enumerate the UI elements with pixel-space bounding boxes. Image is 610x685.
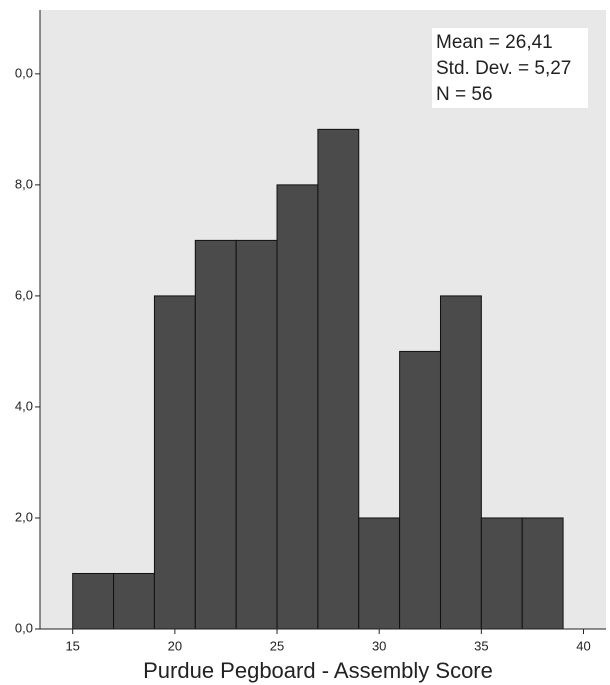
stat-mean: Mean = 26,41 [436, 32, 553, 53]
x-tick-label: 20 [168, 638, 182, 653]
bar [399, 350, 441, 630]
bar [480, 517, 523, 630]
stat-std: Std. Dev. = 5,27 [436, 58, 571, 79]
bar [72, 572, 115, 630]
y-tick-label: 0,0 [15, 65, 33, 80]
stats-box [432, 28, 588, 108]
y-tick-label: 0,0 [15, 620, 33, 635]
bar [113, 572, 155, 630]
bar [358, 517, 401, 630]
bar [194, 239, 237, 630]
y-tick-label: 2,0 [15, 509, 33, 524]
bar [439, 295, 482, 630]
bar [153, 295, 196, 630]
x-axis-label: Purdue Pegboard - Assembly Score [143, 658, 493, 683]
bar [317, 128, 360, 630]
y-tick-label: 6,0 [15, 287, 33, 302]
y-tick-label: 8,0 [15, 176, 33, 191]
bar [521, 517, 564, 630]
x-tick-label: 30 [372, 638, 386, 653]
bar [276, 184, 319, 630]
stat-n: N = 56 [436, 84, 493, 105]
x-tick-label: 35 [474, 638, 488, 653]
x-tick-label: 25 [270, 638, 284, 653]
bar [235, 239, 278, 630]
x-tick-label: 15 [65, 638, 79, 653]
x-tick-label: 40 [576, 638, 590, 653]
y-tick-label: 4,0 [15, 398, 33, 413]
